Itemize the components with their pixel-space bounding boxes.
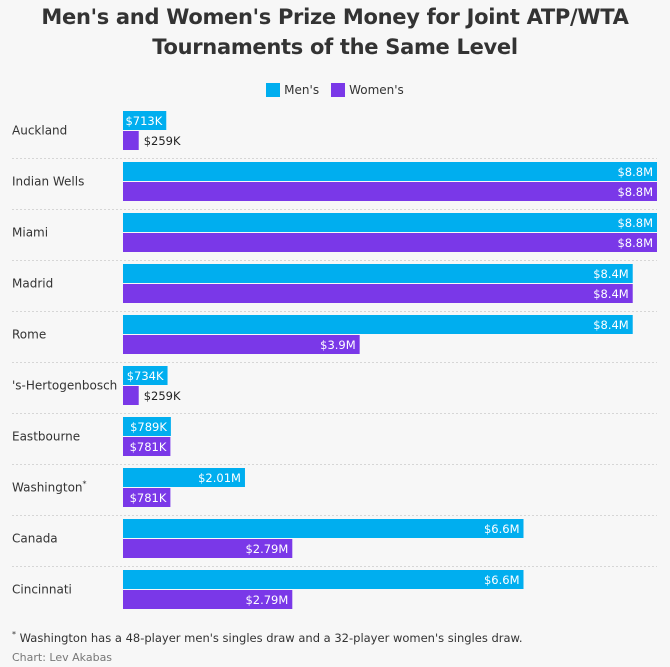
chart-title-line-1: Men's and Women's Prize Money for Joint … xyxy=(41,5,629,29)
data-label-mens-washington: $2.01M xyxy=(198,471,241,485)
data-label-womens-indian-wells: $8.8M xyxy=(617,185,653,199)
data-label-womens-madrid: $8.4M xyxy=(593,287,629,301)
bar-womens-auckland xyxy=(123,131,139,150)
data-label-womens-auckland: $259K xyxy=(144,134,181,148)
bar-mens-washington xyxy=(123,468,245,487)
bar-mens-s-hertogenbosch xyxy=(123,366,168,385)
category-label-eastbourne: Eastbourne xyxy=(12,430,80,444)
legend-label-womens: Women's xyxy=(349,83,404,97)
category-label-miami: Miami xyxy=(12,226,48,240)
legend-swatch-mens xyxy=(266,83,281,97)
bar-womens-canada xyxy=(123,539,293,558)
data-label-womens-miami: $8.8M xyxy=(617,236,653,250)
chart-legend: Men's Women's xyxy=(0,83,670,97)
bar-womens-indian-wells xyxy=(123,182,657,201)
category-footnote-marker: * xyxy=(83,480,87,489)
data-label-mens-eastbourne: $789K xyxy=(130,420,167,434)
bar-mens-auckland xyxy=(123,111,167,130)
data-label-mens-miami: $8.8M xyxy=(617,216,653,230)
bar-chart: Auckland $713K $259K Indian Wells $8.8M $8.8M… xyxy=(12,111,657,609)
footnote-marker: * xyxy=(12,630,16,639)
legend-label-mens: Men's xyxy=(284,83,320,97)
data-label-womens-cincinnati: $2.79M xyxy=(245,593,288,607)
legend-swatch-womens xyxy=(331,83,346,97)
bar-womens-cincinnati xyxy=(123,590,293,609)
footnote-text: Washington has a 48-player men's singles… xyxy=(19,630,523,645)
bar-womens-s-hertogenbosch xyxy=(123,386,139,405)
bar-mens-cincinnati xyxy=(123,570,524,589)
bar-womens-eastbourne xyxy=(123,437,171,456)
data-label-womens-canada: $2.79M xyxy=(245,542,288,556)
bar-mens-indian-wells xyxy=(123,162,657,181)
category-label-washington: Washington* xyxy=(12,480,87,495)
bar-mens-rome xyxy=(123,315,633,334)
chart-credit: Chart: Lev Akabas xyxy=(12,651,113,664)
data-label-mens-rome: $8.4M xyxy=(593,318,629,332)
data-label-womens-eastbourne: $781K xyxy=(130,440,167,454)
bar-mens-miami xyxy=(123,213,657,232)
bar-womens-washington xyxy=(123,488,171,507)
data-label-mens-s-hertogenbosch: $734K xyxy=(127,369,164,383)
data-label-mens-auckland: $713K xyxy=(125,114,162,128)
data-label-womens-washington: $781K xyxy=(130,491,167,505)
category-label-rome: Rome xyxy=(12,328,46,342)
data-label-mens-cincinnati: $6.6M xyxy=(484,573,520,587)
footnote: * Washington has a 48-player men's singl… xyxy=(12,630,523,645)
category-label-s-hertogenbosch: 's-Hertogenbosch xyxy=(12,379,117,393)
category-label-madrid: Madrid xyxy=(12,277,53,291)
data-label-womens-rome: $3.9M xyxy=(320,338,356,352)
bar-mens-eastbourne xyxy=(123,417,171,436)
data-label-mens-madrid: $8.4M xyxy=(593,267,629,281)
legend-item-womens: Women's xyxy=(331,83,404,97)
bar-womens-rome xyxy=(123,335,360,354)
bar-womens-madrid xyxy=(123,284,633,303)
chart-title: Men's and Women's Prize Money for Joint … xyxy=(0,2,670,62)
bar-mens-canada xyxy=(123,519,524,538)
data-label-womens-s-hertogenbosch: $259K xyxy=(144,389,181,403)
bar-womens-miami xyxy=(123,233,657,252)
category-label-cincinnati: Cincinnati xyxy=(12,583,72,597)
category-label-auckland: Auckland xyxy=(12,124,67,138)
chart-title-line-2: Tournaments of the Same Level xyxy=(152,35,518,59)
category-label-indian-wells: Indian Wells xyxy=(12,175,84,189)
legend-item-mens: Men's xyxy=(266,83,319,97)
data-label-mens-indian-wells: $8.8M xyxy=(617,165,653,179)
category-label-canada: Canada xyxy=(12,532,58,546)
bar-mens-madrid xyxy=(123,264,633,283)
data-label-mens-canada: $6.6M xyxy=(484,522,520,536)
